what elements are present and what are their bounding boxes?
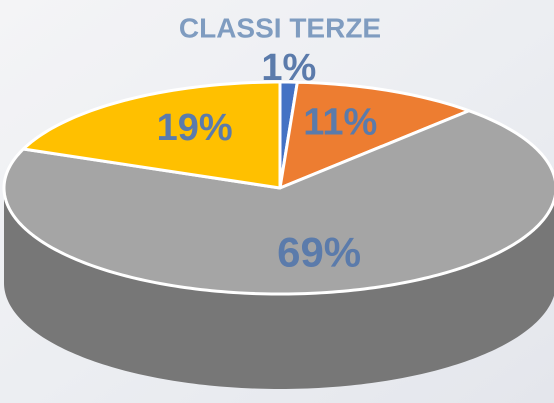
pie: [2, 80, 554, 389]
pie-slice: [278, 80, 471, 190]
data-label: 69%: [277, 228, 361, 275]
pie-slice: [21, 80, 282, 190]
pie-side: [4, 188, 554, 389]
data-label: 1%: [261, 47, 316, 89]
chart-title: CLASSI TERZE: [179, 12, 381, 43]
data-label: 11%: [303, 102, 377, 144]
pie-slice: [2, 109, 554, 296]
data-label: 19%: [157, 107, 233, 149]
